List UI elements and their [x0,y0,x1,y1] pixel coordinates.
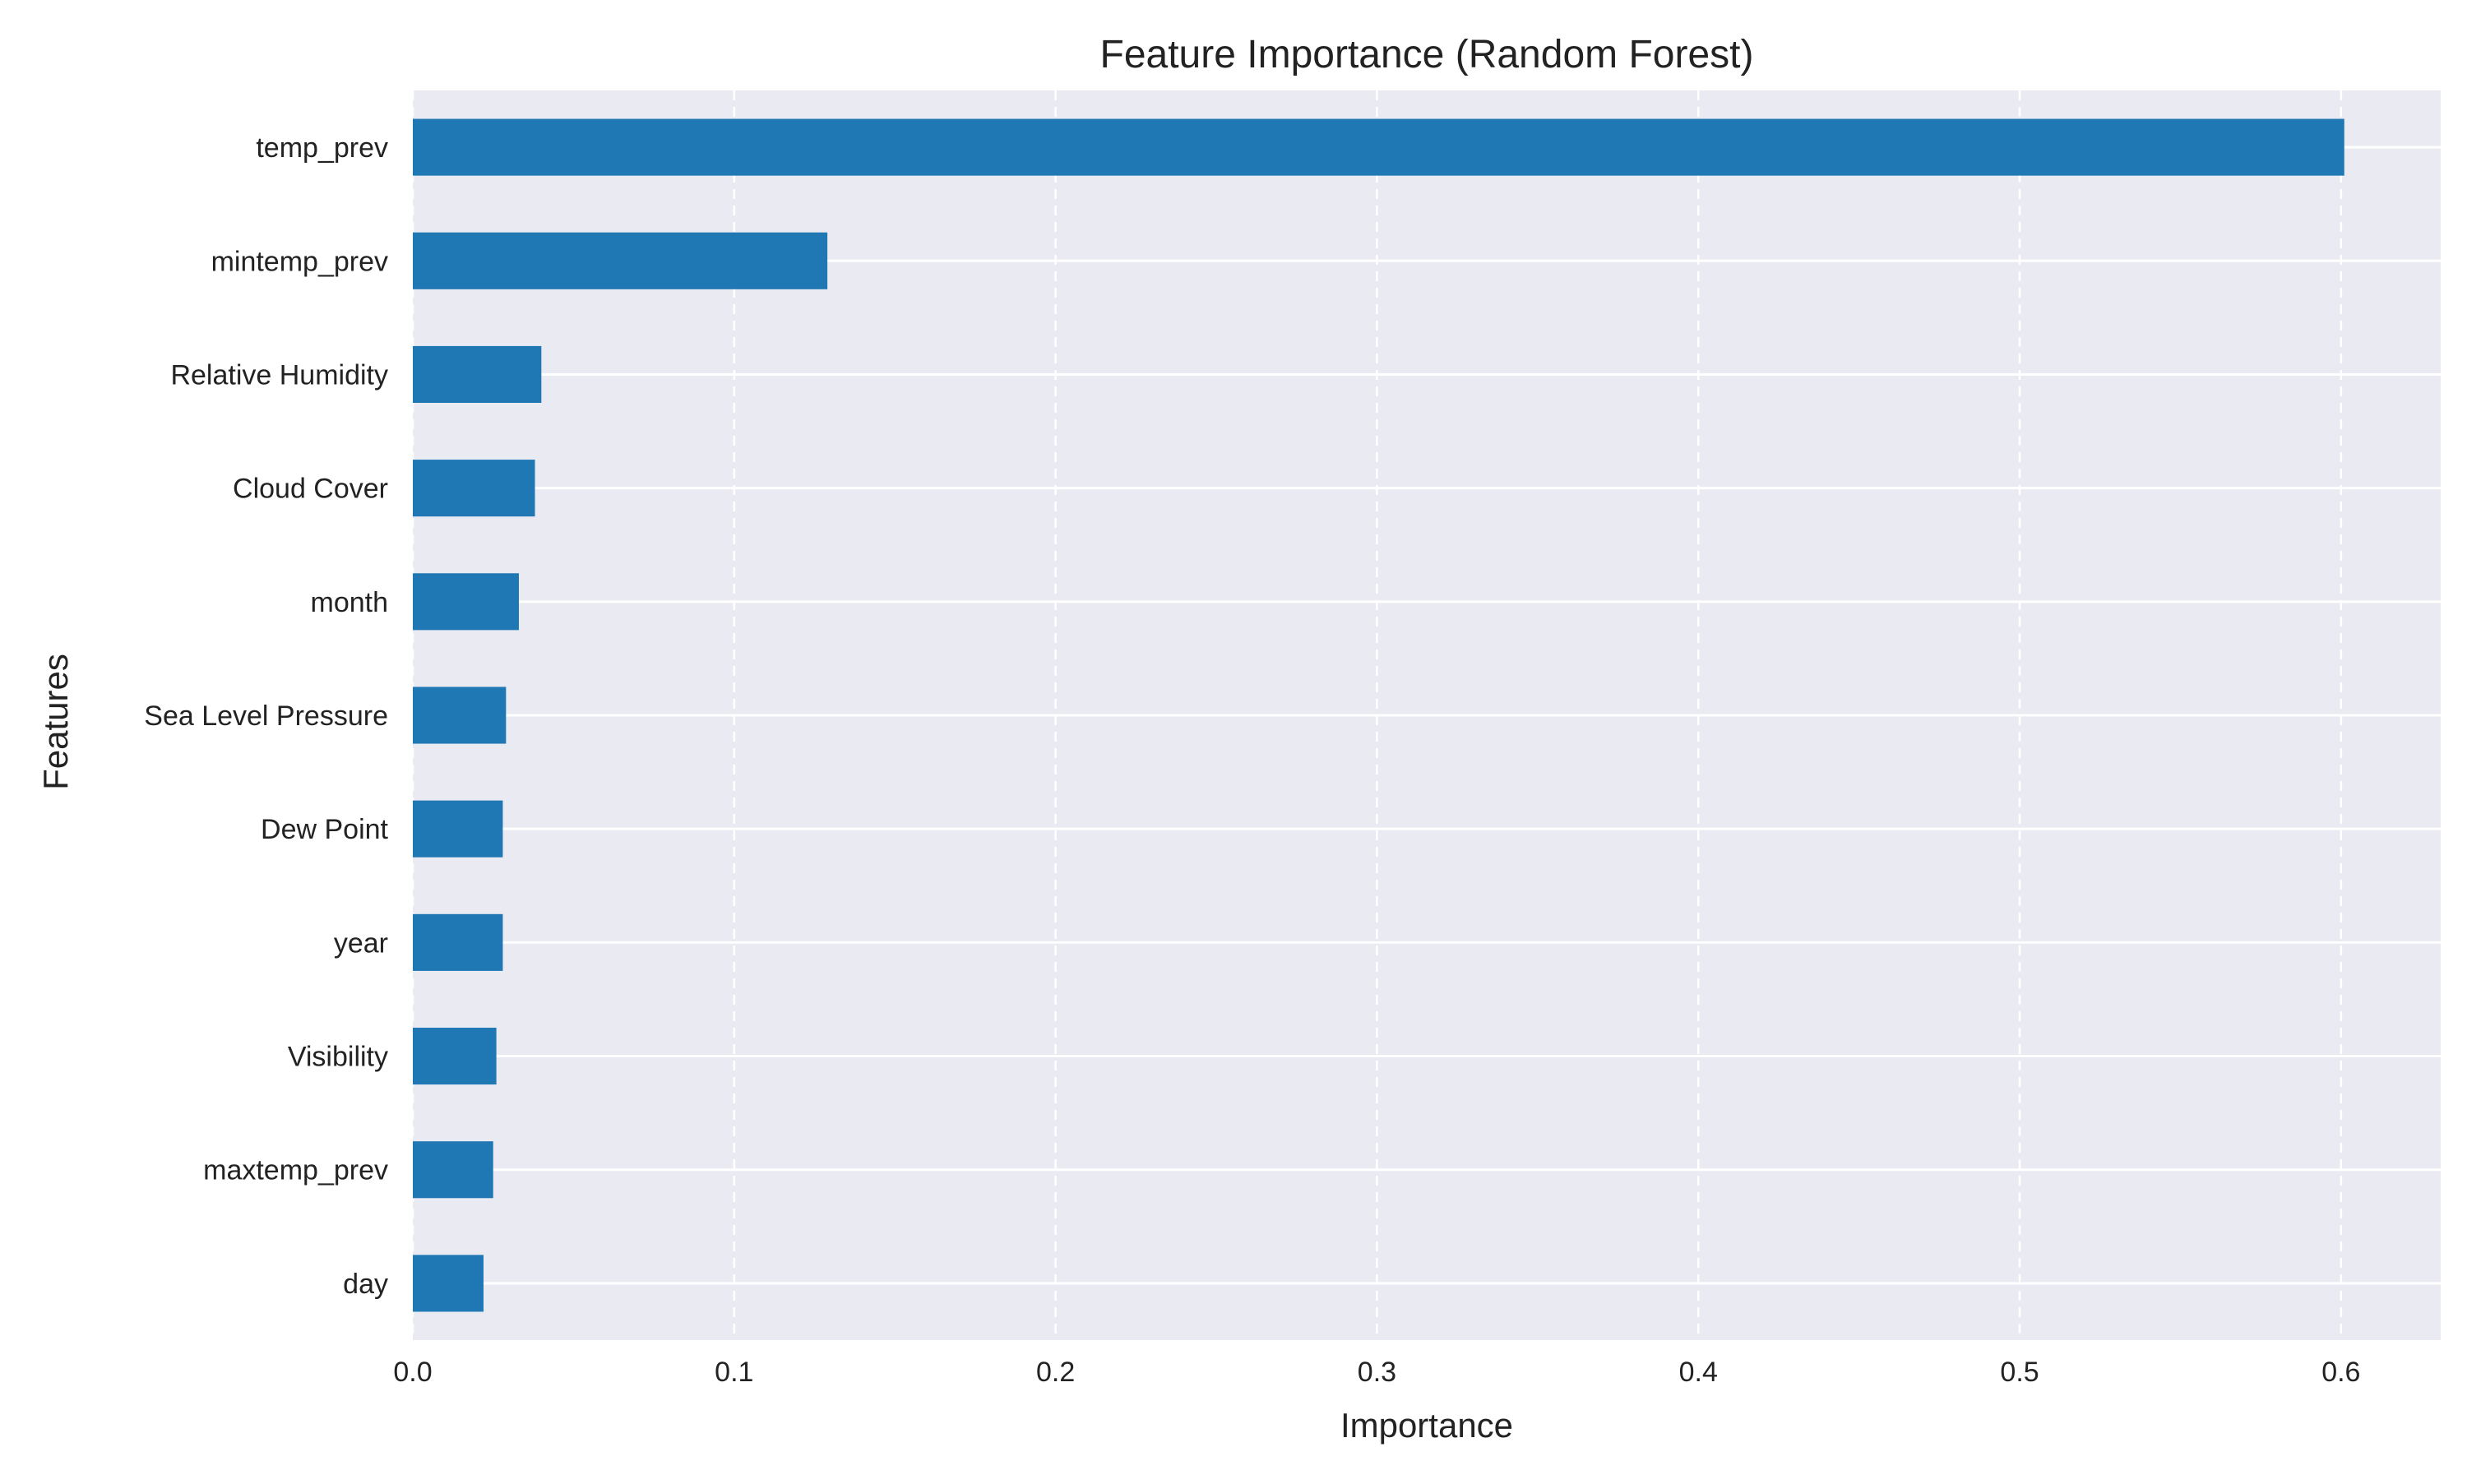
x-tick-label: 0.2 [1036,1357,1075,1388]
y-tick-label: Cloud Cover [233,474,388,505]
bar-year [413,913,503,971]
x-tick-labels: 0.0 0.1 0.2 0.3 0.4 0.5 0.6 [393,1357,2360,1388]
y-tick-label: Dew Point [261,814,389,845]
y-tick-label: year [334,927,388,959]
grid-lines [411,90,2441,1340]
x-tick-label: 0.6 [2321,1357,2360,1388]
chart-title: Feature Importance (Random Forest) [1100,33,1754,76]
y-tick-label: day [343,1269,388,1300]
bar-maxtemp-prev [413,1141,493,1199]
y-tick-label: month [311,587,389,618]
bar-dew-point [413,800,503,858]
y-tick-label: Relative Humidity [170,359,388,391]
bar-sea-level-pressure [413,687,507,744]
x-tick-label: 0.1 [715,1357,753,1388]
y-tick-label: mintemp_prev [211,246,388,277]
bar-cloud-cover [413,460,535,517]
y-tick-labels: temp_prev mintemp_prev Relative Humidity Cl… [144,132,388,1300]
bar-day [413,1255,484,1312]
y-tick-label: Sea Level Pressure [144,700,388,732]
y-axis-title: Features [36,654,75,790]
bar-visibility [413,1028,497,1085]
bar-month [413,573,519,631]
bars [413,118,2344,1312]
x-tick-label: 0.3 [1358,1357,1396,1388]
x-tick-label: 0.5 [2000,1357,2039,1388]
y-tick-label: temp_prev [256,132,388,164]
x-tick-label: 0.0 [393,1357,432,1388]
x-tick-label: 0.4 [1679,1357,1718,1388]
bar-relative-humidity [413,345,542,403]
bar-mintemp-prev [413,232,828,289]
bar-temp-prev [413,118,2344,176]
x-axis-title: Importance [1340,1406,1513,1445]
y-tick-label: maxtemp_prev [203,1155,388,1186]
y-tick-label: Visibility [288,1042,388,1073]
